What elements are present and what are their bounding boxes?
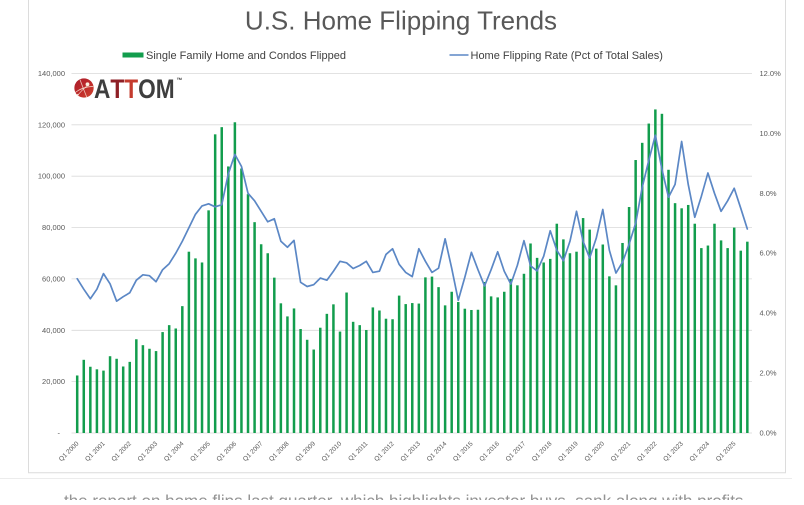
svg-text:Home Flipping Rate (Pct of Tot: Home Flipping Rate (Pct of Total Sales) (471, 50, 663, 62)
svg-text:20,000: 20,000 (42, 377, 65, 386)
svg-text:-: - (58, 429, 61, 438)
svg-text:the report on home flips last: the report on home flips last quarter, w… (64, 492, 743, 501)
svg-text:40,000: 40,000 (42, 326, 65, 335)
svg-text:™: ™ (176, 77, 182, 85)
svg-text:12.0%: 12.0% (760, 69, 782, 78)
svg-text:6.0%: 6.0% (760, 249, 777, 258)
svg-text:2.0%: 2.0% (760, 369, 777, 378)
svg-text:120,000: 120,000 (38, 120, 65, 129)
svg-text:0.0%: 0.0% (760, 429, 777, 438)
svg-text:4.0%: 4.0% (760, 309, 777, 318)
svg-text:U.S. Home Flipping Trends: U.S. Home Flipping Trends (245, 6, 557, 36)
svg-text:60,000: 60,000 (42, 274, 65, 283)
svg-text:80,000: 80,000 (42, 223, 65, 232)
svg-text:Single Family Home and Condos: Single Family Home and Condos Flipped (146, 50, 346, 62)
svg-text:10.0%: 10.0% (760, 129, 782, 138)
svg-text:140,000: 140,000 (38, 69, 65, 78)
svg-text:8.0%: 8.0% (760, 189, 777, 198)
svg-text:ATTOM: ATTOM (94, 74, 175, 104)
svg-text:100,000: 100,000 (38, 172, 65, 181)
